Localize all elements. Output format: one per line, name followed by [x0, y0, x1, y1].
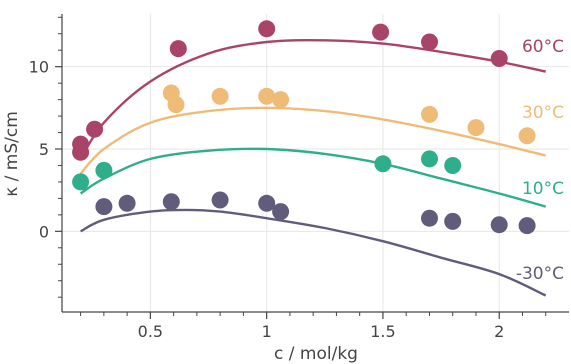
data-point-60C [372, 23, 390, 41]
data-point-10C [444, 157, 462, 174]
data-points [72, 20, 536, 235]
y-tick-label: 5 [39, 140, 49, 159]
data-point-minus-30C [444, 212, 462, 230]
fit-curve-minus-30C [80, 208, 547, 297]
data-point-minus-30C [518, 217, 536, 235]
y-tick-label: 0 [39, 222, 49, 241]
data-point-30C [421, 105, 438, 123]
data-point-10C [72, 173, 90, 191]
data-point-minus-30C [95, 198, 113, 216]
data-point-minus-30C [490, 216, 508, 234]
data-point-minus-30C [421, 209, 438, 227]
data-point-minus-30C [258, 194, 276, 212]
x-tick-label: 0.5 [138, 322, 163, 341]
data-point-30C [518, 127, 536, 145]
data-point-60C [258, 20, 276, 38]
data-point-10C [421, 150, 438, 168]
data-point-minus-30C [211, 191, 229, 209]
series-label-10C: 10°C [522, 179, 564, 199]
data-point-30C [272, 91, 290, 109]
x-tick-label: 1 [262, 322, 272, 341]
data-point-30C [258, 87, 276, 105]
series-label-60C: 60°C [522, 37, 564, 57]
x-tick-label: 1.5 [370, 322, 395, 341]
data-point-10C [95, 161, 113, 179]
data-point-30C [167, 96, 185, 114]
data-point-30C [211, 87, 229, 105]
x-axis-title: c / mol/kg [274, 344, 358, 364]
series-label-30C: 30°C [522, 103, 564, 123]
series-label-minus-30C: -30°C [516, 264, 564, 284]
data-point-60C [490, 50, 508, 67]
data-point-10C [374, 155, 392, 173]
data-point-60C [421, 33, 438, 51]
fit-curve-60C [79, 38, 546, 160]
data-point-minus-30C [118, 194, 136, 212]
axes: 0.5 1 1.5 2 0 5 10 [29, 14, 569, 341]
data-point-60C [72, 135, 90, 153]
data-point-minus-30C [162, 193, 180, 211]
fit-curve-30C [79, 106, 546, 175]
y-axis-title: κ / mS/cm [2, 111, 22, 197]
y-tick-label: 10 [29, 58, 49, 77]
data-point-30C [467, 119, 485, 137]
series-labels: 60°C 30°C 10°C -30°C [516, 37, 564, 284]
fit-curve-10C [79, 147, 547, 208]
x-tick-label: 2 [494, 322, 504, 341]
data-point-minus-30C [272, 203, 290, 221]
data-point-60C [169, 40, 187, 58]
data-point-60C [86, 120, 104, 138]
fit-curves [79, 38, 547, 297]
